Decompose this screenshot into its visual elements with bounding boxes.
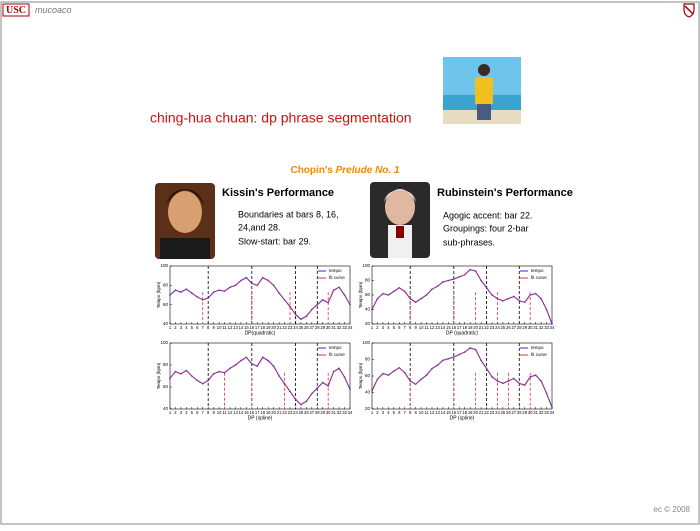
x-tick-label: 34 [550, 325, 555, 330]
slide-title: ching-hua chuan: dp phrase segmentation [150, 110, 412, 126]
y-tick-label: 100 [362, 340, 370, 345]
y-tick-label: 60 [365, 373, 371, 378]
plot-area [170, 266, 350, 324]
performance-line: sub-phrases. [443, 237, 495, 247]
x-axis-label: DP (spline) [248, 415, 273, 421]
x-axis-label: DP(quadratic) [245, 330, 276, 336]
piece-prefix: Chopin's [290, 165, 333, 176]
plot-area [170, 343, 350, 409]
y-tick-label: 60 [163, 302, 169, 307]
x-tick-label: 10 [217, 325, 222, 330]
plot-area [372, 266, 552, 324]
performance-title: Rubinstein's Performance [437, 187, 573, 199]
piece-title: Chopin's Prelude No. 1 [290, 165, 400, 176]
y-tick-label: 40 [163, 406, 169, 411]
y-tick-label: 60 [365, 292, 371, 297]
y-tick-label: 80 [163, 362, 169, 367]
y-tick-label: 100 [160, 340, 168, 345]
legend-label: fit curve [329, 352, 345, 357]
x-tick-label: 10 [217, 410, 222, 415]
y-tick-label: 40 [365, 307, 371, 312]
x-axis-label: DP (spline) [450, 415, 475, 421]
performance-line: Agogic accent: bar 22. [443, 210, 533, 220]
y-axis-label: Tempo (bpm) [358, 281, 363, 308]
kissin-photo [155, 183, 215, 259]
x-tick-label: 10 [419, 410, 424, 415]
y-axis-label: Tempo (bpm) [156, 281, 161, 308]
brand: mucoaco [35, 5, 72, 15]
performance-line: Boundaries at bars 8, 16, [238, 209, 339, 219]
x-tick-label: 34 [550, 410, 555, 415]
legend-label: fit curve [531, 275, 547, 280]
x-tick-label: 11 [222, 325, 227, 330]
piece-name: Prelude No. 1 [336, 165, 400, 176]
legend-label: tempo [531, 345, 544, 350]
x-tick-label: 11 [424, 410, 429, 415]
performance-title: Kissin's Performance [222, 187, 334, 199]
legend-label: fit curve [531, 352, 547, 357]
y-tick-label: 80 [365, 357, 371, 362]
performance-line: Slow-start: bar 29. [238, 236, 311, 246]
x-tick-label: 11 [222, 410, 227, 415]
x-tick-label: 34 [348, 410, 353, 415]
y-tick-label: 20 [365, 321, 371, 326]
legend-label: tempo [531, 268, 544, 273]
x-tick-label: 11 [424, 325, 429, 330]
y-axis-label: Tempo (bpm) [358, 362, 363, 389]
slide: USC mucoaco ching-hua chuan: dp phrase s… [0, 0, 700, 526]
footer: ec © 2008 [653, 505, 690, 514]
presenter-photo [443, 57, 521, 124]
legend-label: tempo [329, 268, 342, 273]
logo: USC [6, 5, 26, 16]
x-tick-label: 10 [419, 325, 424, 330]
y-tick-label: 80 [163, 283, 169, 288]
y-tick-label: 80 [365, 278, 371, 283]
rubinstein-photo [370, 182, 430, 258]
y-tick-label: 40 [163, 321, 169, 326]
performance-line: Groupings: four 2-bar [443, 223, 529, 233]
y-tick-label: 60 [163, 384, 169, 389]
x-axis-label: DP (quadratic) [446, 330, 478, 336]
y-tick-label: 100 [160, 263, 168, 268]
x-tick-label: 34 [348, 325, 353, 330]
y-tick-label: 20 [365, 406, 371, 411]
legend-label: fit curve [329, 275, 345, 280]
y-axis-label: Tempo (bpm) [156, 362, 161, 389]
y-tick-label: 100 [362, 263, 370, 268]
y-tick-label: 40 [365, 390, 371, 395]
background [0, 0, 700, 526]
performance-line: 24,and 28. [238, 222, 281, 232]
legend-label: tempo [329, 345, 342, 350]
